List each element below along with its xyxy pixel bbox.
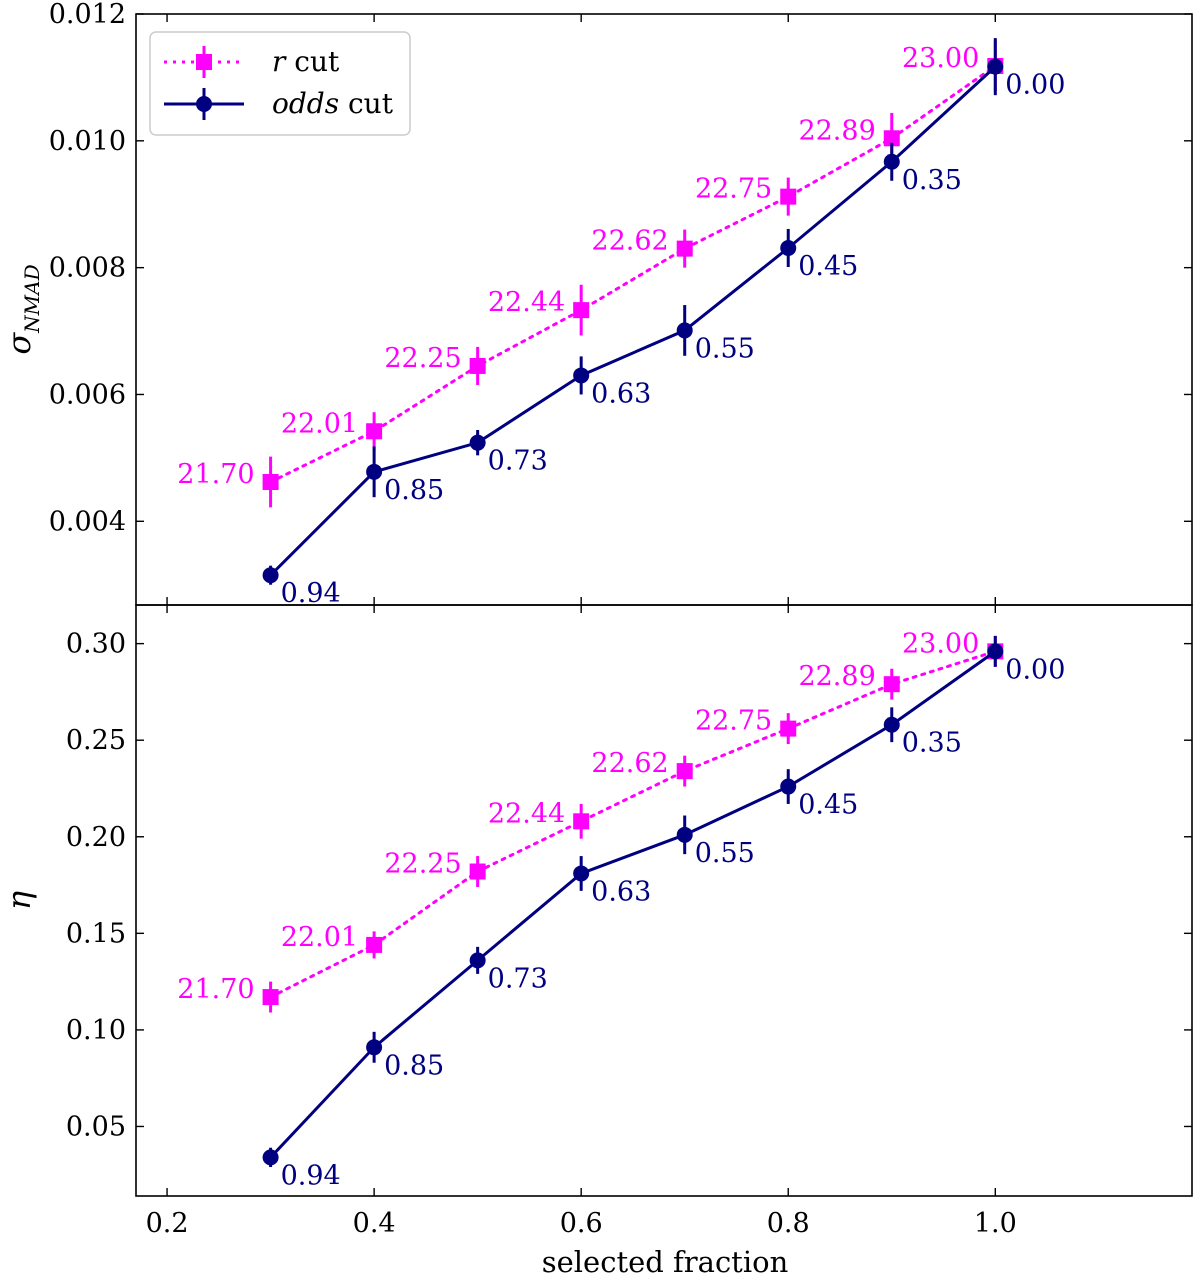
point-annotation: 22.25 — [384, 849, 461, 880]
data-point-square — [883, 130, 900, 147]
data-point-square — [469, 863, 486, 880]
data-point-circle — [366, 1039, 383, 1056]
point-annotation: 0.94 — [281, 1160, 341, 1191]
data-point-square — [573, 813, 590, 830]
legend: r cut odds cut — [149, 31, 411, 136]
point-annotation: 22.01 — [281, 922, 358, 953]
point-annotation: 22.75 — [695, 174, 772, 205]
data-point-circle — [262, 1149, 279, 1166]
legend-box — [149, 31, 411, 136]
point-annotation: 22.62 — [591, 226, 668, 257]
y-tick-label: 0.008 — [49, 253, 126, 284]
point-annotation: 23.00 — [902, 628, 979, 659]
series-line-r-cut — [269, 64, 997, 484]
point-annotation: 0.85 — [384, 475, 444, 506]
point-annotation: 0.63 — [591, 876, 651, 907]
bottom-panel: 0.2 0.4 0.6 0.8 1.0 0.05 0.10 0.15 0.20 0.25 0.30 η… — [0, 604, 1193, 1239]
data-point-circle — [573, 865, 590, 882]
y-tick-label: 0.25 — [66, 725, 126, 756]
series-line-odds-cut — [269, 649, 997, 1159]
data-point-circle — [987, 643, 1004, 660]
point-annotation: 0.00 — [1005, 70, 1065, 101]
plot-frame — [135, 604, 1193, 1197]
point-annotation: 22.25 — [384, 343, 461, 374]
data-point-circle — [987, 58, 1004, 75]
point-annotation: 21.70 — [177, 459, 254, 490]
y-tick-label: 0.012 — [49, 0, 126, 30]
point-annotation: 21.70 — [177, 974, 254, 1005]
x-tick-label: 1.0 — [974, 1208, 1017, 1239]
point-annotation: 22.01 — [281, 408, 358, 439]
point-annotation: 0.35 — [902, 165, 962, 196]
point-annotation: 22.89 — [798, 115, 875, 146]
x-tick-label: 0.8 — [767, 1208, 810, 1239]
y-axis-label: σNMAD — [0, 264, 44, 354]
data-point-square — [883, 676, 900, 693]
point-annotation: 22.44 — [488, 798, 565, 829]
series-odds-cut: 0.94 0.85 0.73 0.63 0.55 0.45 0.35 0.00 — [262, 38, 1065, 609]
data-point-square — [366, 936, 383, 953]
point-annotation: 0.85 — [384, 1050, 444, 1081]
data-point-circle — [883, 153, 900, 170]
legend-label: odds cut — [272, 87, 394, 120]
x-tick-label: 0.4 — [353, 1208, 396, 1239]
y-tick-label: 0.10 — [66, 1015, 126, 1046]
x-axis-label: selected fraction — [542, 1245, 789, 1279]
data-point-square — [366, 423, 383, 440]
data-point-square — [262, 989, 279, 1006]
data-point-square — [573, 302, 590, 319]
data-point-circle — [573, 367, 590, 384]
data-point-square — [676, 240, 693, 257]
y-tick-label: 0.15 — [66, 918, 126, 949]
data-point-square — [262, 473, 279, 490]
data-point-circle — [469, 952, 486, 969]
data-point-square — [780, 720, 797, 737]
y-tick-label: 0.05 — [66, 1111, 126, 1142]
data-point-circle — [366, 463, 383, 480]
y-tick-label: 0.30 — [66, 629, 126, 660]
point-annotation: 22.62 — [591, 748, 668, 779]
y-tick-label: 0.010 — [49, 126, 126, 157]
point-annotation: 23.00 — [902, 43, 979, 74]
x-tick-label: 0.6 — [560, 1208, 603, 1239]
data-point-circle — [469, 434, 486, 451]
data-point-square — [780, 188, 797, 205]
point-annotation: 0.45 — [798, 790, 858, 821]
series-line-odds-cut — [269, 65, 997, 577]
data-point-circle — [676, 322, 693, 339]
point-annotation: 22.75 — [695, 706, 772, 737]
legend-square-marker — [196, 54, 212, 70]
point-annotation: 0.73 — [488, 446, 548, 477]
point-annotation: 22.89 — [798, 661, 875, 692]
legend-circle-marker — [196, 96, 212, 112]
y-axis-label: η — [0, 891, 38, 910]
data-point-circle — [883, 716, 900, 733]
series-odds-cut: 0.94 0.85 0.73 0.63 0.55 0.45 0.35 0.00 — [262, 635, 1065, 1191]
data-point-circle — [780, 778, 797, 795]
point-annotation: 0.35 — [902, 728, 962, 759]
x-tick-label: 0.2 — [146, 1208, 189, 1239]
data-point-circle — [780, 239, 797, 256]
data-point-circle — [262, 567, 279, 584]
y-tick-label: 0.006 — [49, 379, 126, 410]
legend-label: r cut — [272, 45, 340, 78]
point-annotation: 0.45 — [798, 251, 858, 282]
point-annotation: 22.44 — [488, 287, 565, 318]
point-annotation: 0.94 — [281, 578, 341, 609]
point-annotation: 0.73 — [488, 963, 548, 994]
point-annotation: 0.63 — [591, 378, 651, 409]
top-panel: 0.004 0.006 0.008 0.010 0.012 σNMAD 21.70 22.01… — [0, 0, 1193, 609]
series-line-r-cut — [269, 649, 997, 999]
data-point-square — [469, 357, 486, 374]
point-annotation: 0.55 — [695, 838, 755, 869]
y-tick-label: 0.20 — [66, 822, 126, 853]
data-point-square — [676, 763, 693, 780]
data-point-circle — [676, 826, 693, 843]
y-tick-label: 0.004 — [49, 506, 126, 537]
point-annotation: 0.55 — [695, 333, 755, 364]
series-r-cut: 21.70 22.01 22.25 22.44 22.62 22.75 22.89 23.00 — [177, 628, 1004, 1013]
point-annotation: 0.00 — [1005, 654, 1065, 685]
